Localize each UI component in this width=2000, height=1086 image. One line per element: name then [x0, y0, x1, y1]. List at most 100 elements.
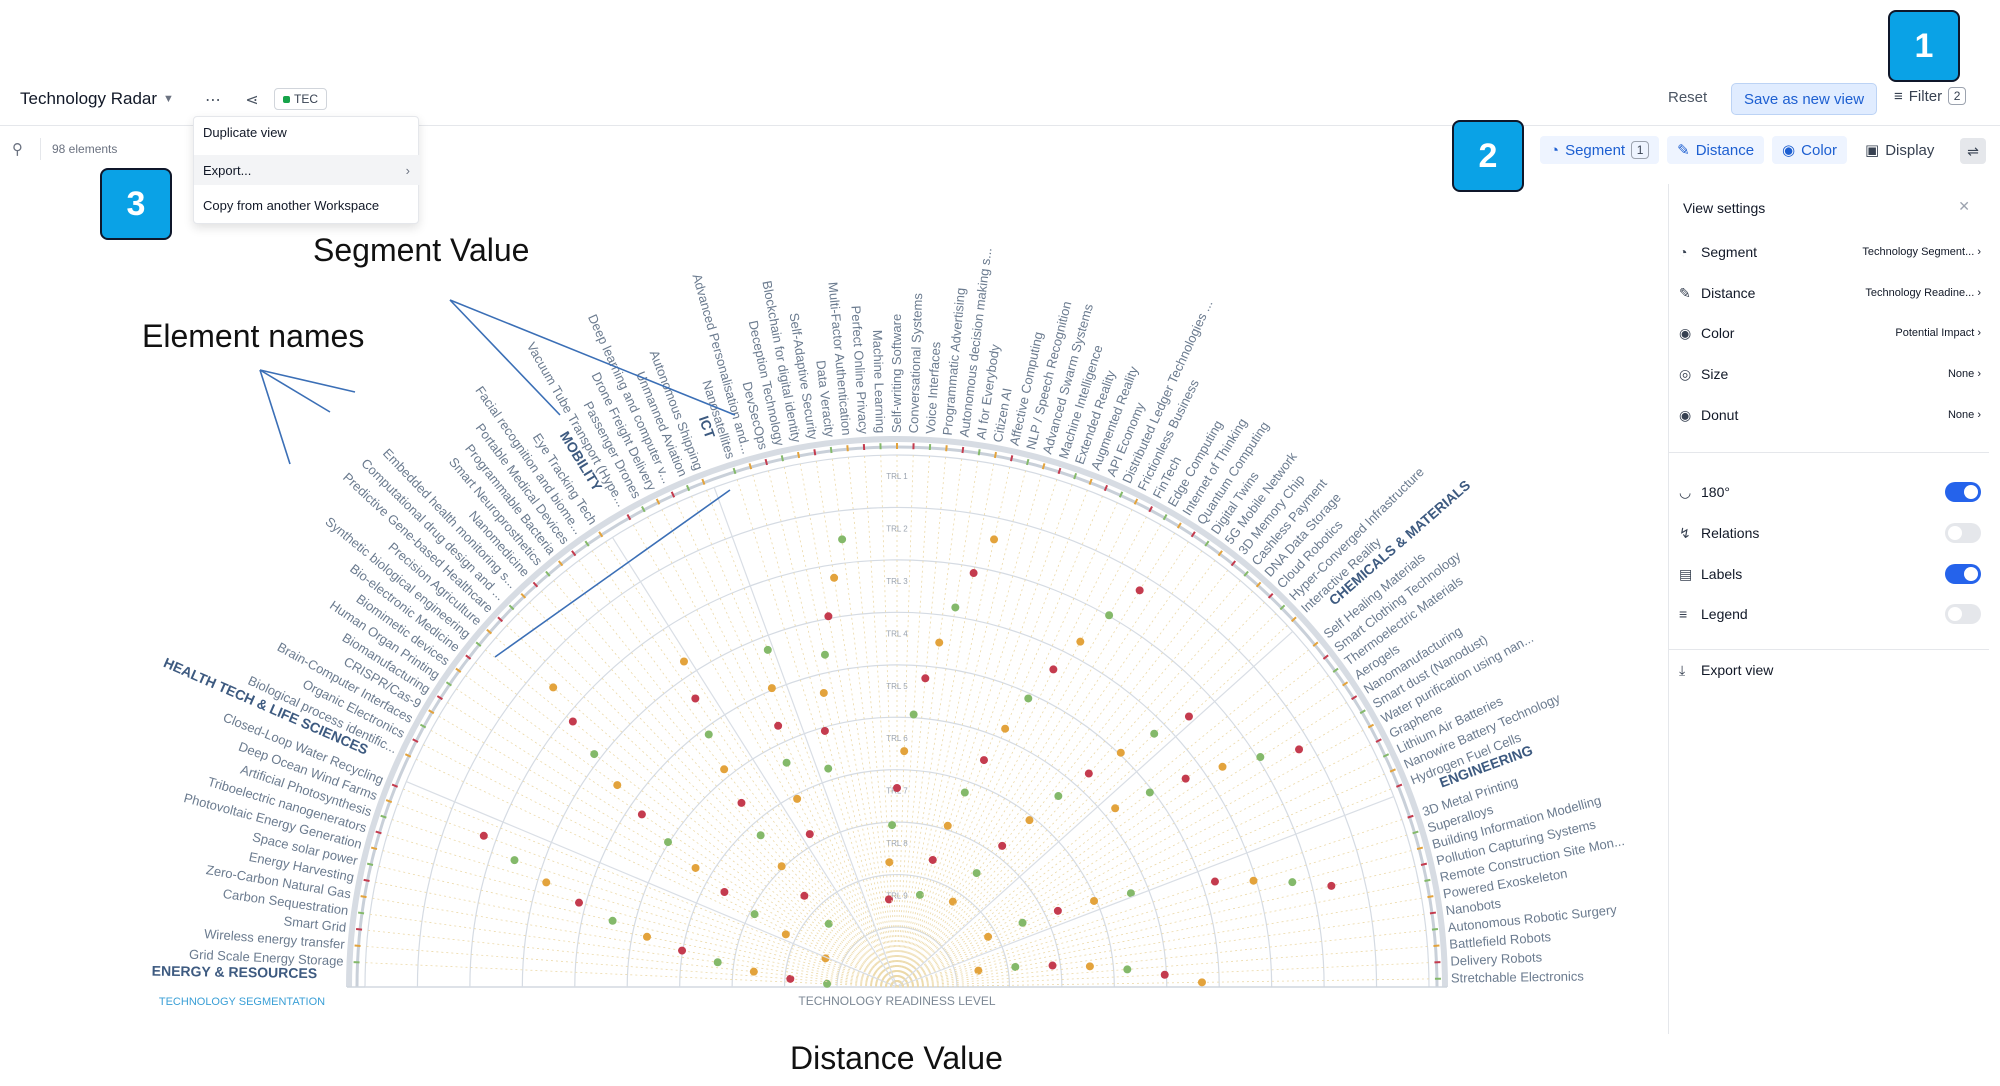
color-button[interactable]: ◉ Color: [1772, 136, 1847, 164]
view-title-dropdown[interactable]: Technology Radar ▼: [20, 89, 174, 109]
toggle-relations[interactable]: [1945, 523, 1981, 543]
element-spoke: [896, 455, 930, 988]
element-tick: [1429, 911, 1437, 915]
element-tick: [380, 814, 387, 819]
element-tick: [797, 451, 801, 459]
element-tick: [655, 498, 661, 505]
search-icon[interactable]: ⚲: [12, 141, 23, 158]
setting-color[interactable]: ◉ Color Potential Impact ›: [1679, 321, 1981, 345]
setting-label: Size: [1701, 366, 1729, 382]
element-count: 98 elements: [52, 142, 118, 156]
element-tick: [945, 445, 948, 452]
element-dot: [1218, 762, 1227, 771]
toggle-labels[interactable]: [1945, 564, 1981, 584]
menu-item-export[interactable]: Export... ›: [194, 155, 420, 185]
size-icon: ◎: [1679, 365, 1692, 382]
toggle-label: Relations: [1701, 525, 1760, 541]
display-label: Display: [1885, 141, 1935, 159]
element-dot: [1018, 918, 1027, 927]
setting-value: None ›: [1947, 368, 1981, 380]
element-tick: [1148, 506, 1153, 513]
export-view-button[interactable]: ⤓ Export view: [1679, 658, 1981, 682]
element-spoke: [378, 865, 898, 988]
setting-segment[interactable]: ◔ Segment Technology Segment... ›: [1679, 240, 1981, 264]
element-spoke: [896, 613, 1277, 988]
distance-button[interactable]: ✎ Distance: [1667, 136, 1765, 164]
view-settings-toggle-icon[interactable]: ⇌: [1960, 138, 1986, 164]
element-tick: [977, 449, 981, 456]
segmentation-label: TECHNOLOGY SEGMENTATION: [159, 996, 325, 1008]
element-tick: [598, 531, 604, 538]
element-tick: [475, 641, 482, 647]
setting-size[interactable]: ◎ Size None ›: [1679, 362, 1981, 386]
element-tick: [465, 654, 472, 660]
element-tick: [1359, 709, 1366, 715]
element-spoke: [416, 758, 898, 988]
element-tick: [355, 928, 363, 931]
element-dot: [510, 856, 519, 865]
element-spoke: [565, 570, 898, 988]
element-dot: [1111, 804, 1120, 813]
setting-value: Technology Segment... ›: [1862, 246, 1981, 258]
element-spoke: [896, 550, 1203, 988]
element-spoke: [896, 881, 1419, 988]
element-tick: [1073, 473, 1078, 480]
relations-icon: ↯: [1679, 524, 1691, 541]
element-dot: [1181, 774, 1190, 783]
element-tick: [1342, 681, 1349, 687]
element-dot: [1327, 881, 1336, 890]
element-dot: [720, 887, 729, 896]
menu-item-duplicate-view[interactable]: Duplicate view: [194, 117, 420, 147]
element-spoke: [896, 897, 1422, 988]
element-spoke: [387, 834, 898, 988]
element-tick: [641, 506, 646, 513]
element-dot: [781, 930, 790, 939]
toggle-180[interactable]: [1945, 482, 1981, 502]
element-dot: [998, 841, 1007, 850]
annotation-element-names: Element names: [142, 318, 365, 354]
element-tick: [557, 560, 564, 567]
menu-item-label: Export...: [203, 162, 252, 178]
annotation-arrow: [494, 489, 731, 658]
element-spoke: [475, 662, 898, 988]
element-spoke: [896, 516, 1147, 988]
reset-button[interactable]: Reset: [1668, 89, 1708, 106]
element-dot: [935, 638, 944, 647]
panel-title: View settings: [1683, 200, 1766, 216]
element-tick: [1427, 895, 1434, 899]
radar-ring: [731, 821, 1063, 988]
share-icon[interactable]: ⋖: [245, 92, 259, 109]
segment-button[interactable]: ◔ Segment 1: [1540, 136, 1660, 164]
segment-boundary: [896, 630, 1294, 988]
element-spoke: [447, 702, 898, 988]
element-tick: [486, 628, 493, 635]
element-spoke: [896, 479, 1058, 988]
element-spoke: [896, 502, 1118, 988]
element-tick: [1322, 654, 1329, 660]
filter-button[interactable]: ≡ Filter 2: [1894, 87, 1967, 105]
close-icon[interactable]: ✕: [1958, 198, 1970, 214]
segment-boundary: [611, 537, 898, 988]
element-label: Machine Learning: [870, 330, 888, 434]
save-as-new-view-button[interactable]: Save as new view: [1731, 83, 1877, 115]
menu-item-copy-from-workspace[interactable]: Copy from another Workspace: [194, 190, 420, 220]
view-toolbar: ◔ Segment 1 ✎ Distance ◉ Color ▣ Display: [1540, 136, 1944, 164]
element-spoke: [438, 715, 898, 988]
annotation-segment-value: Segment Value: [313, 232, 530, 268]
more-options-icon[interactable]: ⋯: [205, 92, 221, 109]
element-dot: [1053, 906, 1062, 915]
element-spoke: [456, 688, 898, 988]
toggle-label: Labels: [1701, 566, 1743, 582]
toggle-legend[interactable]: [1945, 604, 1981, 624]
element-dot: [590, 750, 599, 759]
element-spoke: [391, 819, 898, 988]
element-dot: [479, 831, 488, 840]
setting-distance[interactable]: ✎ Distance Technology Readine... ›: [1679, 281, 1981, 305]
divider: [40, 138, 41, 160]
element-tick: [1332, 667, 1339, 673]
element-tick: [545, 570, 551, 577]
display-button[interactable]: ▣ Display: [1855, 136, 1944, 164]
element-spoke: [896, 675, 1329, 988]
workspace-tag[interactable]: TEC: [274, 88, 327, 110]
setting-donut[interactable]: ◉ Donut None ›: [1679, 403, 1981, 427]
